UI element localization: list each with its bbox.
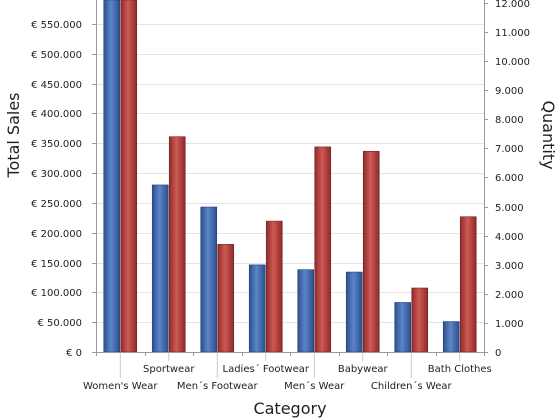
bar-total-sales: [151, 184, 169, 353]
bar-total-sales: [248, 264, 266, 353]
y-axis-title-right: Quantity: [539, 100, 558, 169]
x-tick-label: Men´s Wear: [284, 380, 345, 392]
y-tick-label-left: € 100.000: [31, 288, 82, 299]
bar-quantity: [411, 287, 429, 353]
bar-quantity: [217, 244, 235, 353]
bar-total-sales: [103, 0, 121, 353]
bar-quantity: [265, 220, 283, 353]
bar-total-sales: [200, 206, 218, 353]
y-tick-label-right: 8.000: [495, 115, 524, 126]
bar-total-sales: [442, 321, 460, 353]
y-tick-label-left: € 0: [66, 348, 82, 359]
y-tick-label-right: 1.000: [495, 319, 524, 330]
y-tick-label-right: 11.000: [495, 28, 530, 39]
y-tick-label-left: € 50.000: [37, 318, 82, 329]
x-tick-label: Babywear: [338, 364, 389, 375]
tick-labels: € 0 € 50.000 € 100.000 € 150.000 € 200.000 € …: [31, 0, 530, 392]
bars: [103, 0, 477, 353]
y-tick-label-right: 12.000: [495, 0, 530, 10]
y-tick-label-left: € 450.000: [31, 80, 82, 91]
bar-total-sales: [345, 271, 363, 353]
x-axis-title: Category: [253, 399, 326, 418]
bar-total-sales: [297, 269, 315, 353]
x-tick-label: Children´s Wear: [371, 380, 453, 392]
y-tick-label-left: € 150.000: [31, 259, 82, 270]
y-tick-label-right: 4.000: [495, 232, 524, 243]
x-tick-label: Men´s Footwear: [177, 380, 259, 392]
y-tick-label-right: 2.000: [495, 290, 524, 301]
axes: [92, 0, 488, 378]
x-tick-label: Ladies´ Footwear: [223, 363, 310, 375]
y-tick-label-right: 10.000: [495, 57, 530, 68]
y-tick-label-left: € 350.000: [31, 139, 82, 150]
x-tick-label: Bath Clothes: [428, 364, 492, 375]
y-tick-label-left: € 550.000: [31, 20, 82, 31]
y-tick-label-left: € 200.000: [31, 229, 82, 240]
bar-quantity: [314, 146, 332, 353]
y-tick-label-right: 0: [495, 348, 501, 359]
bar-quantity: [120, 0, 138, 353]
y-tick-label-right: 9.000: [495, 86, 524, 97]
y-tick-label-right: 5.000: [495, 203, 524, 214]
y-tick-label-left: € 500.000: [31, 50, 82, 61]
y-tick-label-left: € 400.000: [31, 109, 82, 120]
y-tick-label-left: € 250.000: [31, 199, 82, 210]
bar-quantity: [459, 216, 477, 353]
y-tick-label-left: € 300.000: [31, 169, 82, 180]
bar-quantity: [168, 136, 186, 353]
x-tick-label: Sportwear: [143, 364, 195, 375]
y-tick-label-right: 6.000: [495, 173, 524, 184]
y-axis-title-left: Total Sales: [4, 92, 23, 178]
y-tick-label-right: 3.000: [495, 261, 524, 272]
y-tick-label-right: 7.000: [495, 144, 524, 155]
x-tick-label: Women's Wear: [83, 381, 158, 392]
bar-total-sales: [394, 302, 412, 353]
bar-quantity: [362, 150, 380, 353]
